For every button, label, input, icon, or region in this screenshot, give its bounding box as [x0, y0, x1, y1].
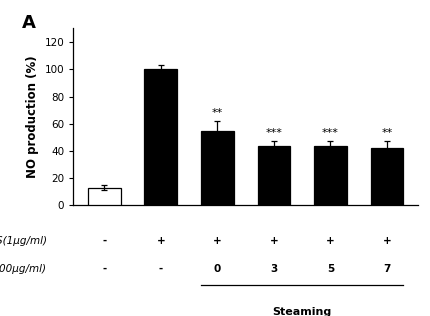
Text: +: +: [156, 236, 165, 246]
Text: -: -: [158, 264, 163, 274]
Text: A: A: [22, 14, 35, 32]
Text: -: -: [102, 236, 106, 246]
Bar: [144, 69, 177, 205]
Text: LPS(1μg/ml): LPS(1μg/ml): [0, 236, 47, 246]
Bar: [200, 131, 233, 205]
Text: +: +: [382, 236, 390, 246]
Text: Steaming: Steaming: [272, 307, 331, 316]
Text: 3: 3: [270, 264, 277, 274]
Y-axis label: NO production (%): NO production (%): [26, 56, 39, 178]
Text: **: **: [381, 128, 392, 138]
Text: ***: ***: [265, 128, 282, 138]
Bar: [257, 145, 290, 205]
Text: 7: 7: [382, 264, 390, 274]
Text: +: +: [326, 236, 334, 246]
Text: **: **: [211, 108, 222, 118]
Bar: [313, 145, 346, 205]
Text: +: +: [269, 236, 278, 246]
Text: ***: ***: [321, 128, 338, 138]
Bar: [370, 148, 402, 205]
Text: 5: 5: [326, 264, 333, 274]
Text: Sc(400μg/ml): Sc(400μg/ml): [0, 264, 47, 274]
Bar: [88, 188, 120, 205]
Text: +: +: [212, 236, 221, 246]
Text: -: -: [102, 264, 106, 274]
Text: 0: 0: [213, 264, 221, 274]
